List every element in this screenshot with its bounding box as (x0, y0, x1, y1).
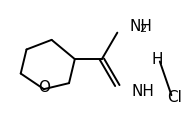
Text: NH: NH (130, 19, 153, 34)
Text: O: O (38, 80, 50, 95)
Text: NH: NH (132, 84, 155, 99)
Text: 2: 2 (140, 24, 147, 34)
Text: H: H (151, 52, 163, 67)
Text: Cl: Cl (167, 90, 182, 105)
